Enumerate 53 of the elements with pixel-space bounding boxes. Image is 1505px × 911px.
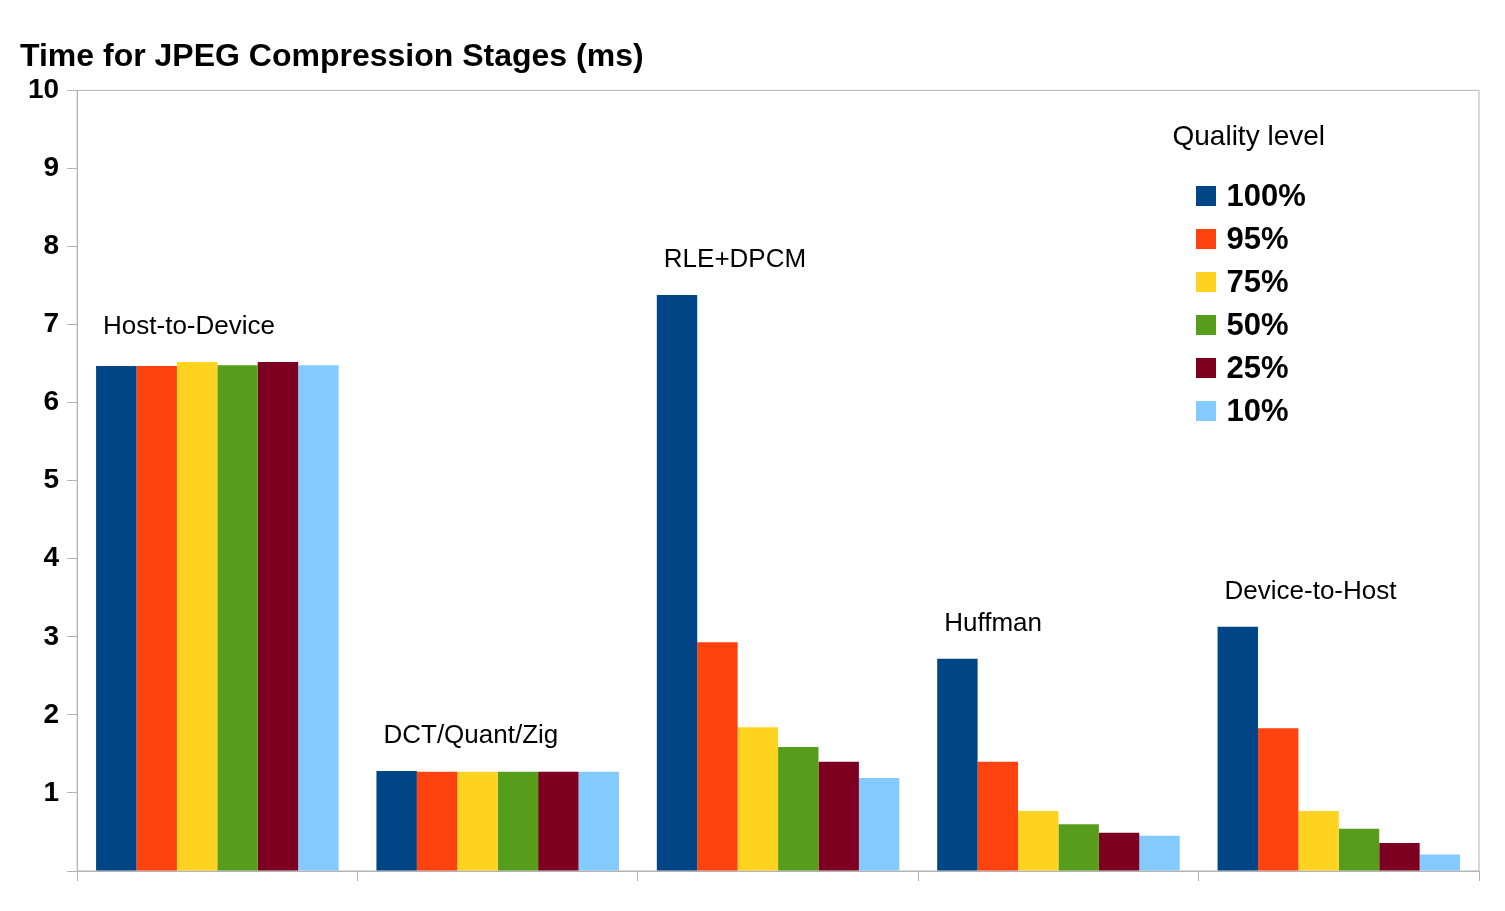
bar (376, 771, 417, 871)
y-tick-label: 2 (43, 697, 60, 729)
bar (1058, 824, 1099, 871)
legend-label: 75% (1226, 263, 1289, 300)
bar (497, 771, 539, 871)
bar (176, 362, 218, 871)
bar (1338, 828, 1380, 871)
bar (1298, 810, 1339, 871)
bar (298, 365, 339, 871)
y-tick-label: 8 (43, 229, 60, 261)
bar (1419, 854, 1461, 871)
bar (136, 365, 177, 871)
bar (1217, 626, 1258, 871)
bar (656, 294, 698, 871)
y-tick-label: 10 (27, 73, 60, 105)
legend-label: 95% (1226, 220, 1289, 257)
legend-label: 50% (1226, 306, 1289, 343)
bar (416, 771, 458, 871)
bar (737, 727, 779, 871)
y-tick-label: 9 (43, 151, 60, 183)
legend-label: 25% (1226, 349, 1289, 386)
bar (858, 778, 900, 871)
y-tick-label: 7 (43, 307, 60, 339)
bar (937, 658, 978, 871)
bar (1139, 835, 1180, 871)
chart-title: Time for JPEG Compression Stages (ms) (20, 37, 644, 74)
bar (818, 761, 859, 871)
x-tick-label: Huffman (944, 606, 1042, 637)
bar (96, 365, 137, 871)
y-tick-label: 5 (43, 463, 60, 495)
y-tick-label: 4 (43, 541, 60, 573)
bar (1257, 728, 1299, 871)
legend-label: 100% (1226, 177, 1306, 214)
bar (1379, 842, 1420, 871)
bar (457, 771, 498, 871)
bar (697, 642, 738, 871)
legend-label: 10% (1226, 392, 1289, 429)
x-tick-label: Host-to-Device (103, 310, 276, 341)
bar (578, 771, 619, 871)
bar (257, 362, 299, 871)
y-tick-label: 3 (43, 619, 60, 651)
bar (1098, 832, 1140, 871)
x-tick-label: DCT/Quant/Zig (383, 719, 559, 750)
y-tick-label: 6 (43, 385, 60, 417)
x-tick-label: RLE+DPCM (663, 243, 807, 274)
bar (977, 761, 1019, 871)
bar (217, 365, 258, 871)
bar (778, 746, 819, 871)
x-tick-label: Device-to-Host (1224, 574, 1398, 605)
bar (538, 771, 579, 871)
bar (1018, 810, 1059, 871)
legend-title: Quality level (1172, 120, 1325, 152)
y-tick-label: 1 (43, 775, 60, 807)
